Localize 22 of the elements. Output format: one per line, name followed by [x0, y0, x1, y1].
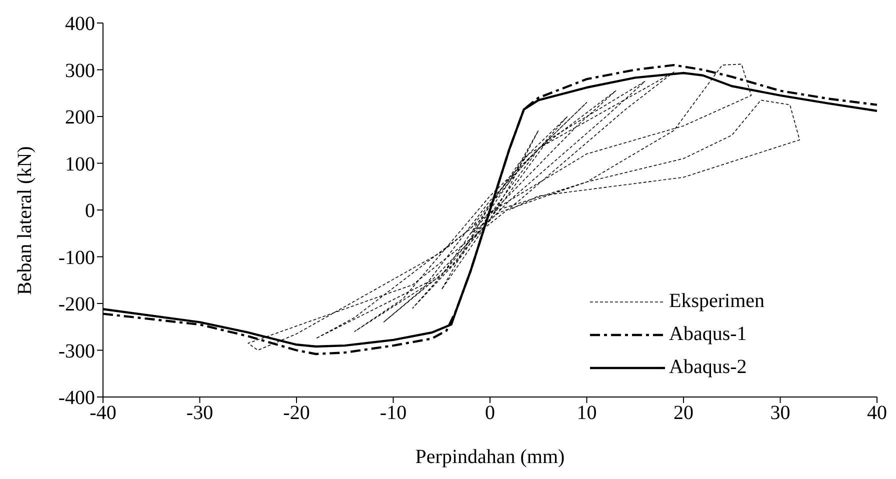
y-tick-label: 100 [65, 153, 95, 176]
y-tick-label: 300 [65, 60, 95, 82]
y-tick-label: 0 [85, 200, 95, 222]
y-tick-label: -300 [58, 340, 95, 362]
x-axis-title: Perpindahan (mm) [415, 446, 565, 468]
x-tick-label: -20 [283, 402, 310, 424]
legend-label: Abaqus-1 [669, 323, 747, 346]
y-tick-label: -100 [58, 246, 95, 269]
x-tick-label: 30 [770, 402, 790, 424]
y-tick-label: -400 [58, 387, 95, 410]
x-tick-label: 10 [576, 402, 597, 424]
y-tick-label: 200 [65, 106, 95, 129]
x-tick-label: 40 [867, 402, 887, 424]
legend-label: Abaqus-2 [669, 356, 747, 379]
y-axis-title: Beban lateral (kN) [14, 146, 36, 295]
legend-label: Eksperimen [669, 290, 765, 313]
y-tick-label: 400 [65, 13, 95, 36]
x-tick-label: 0 [485, 402, 495, 424]
x-tick-label: 20 [674, 402, 694, 424]
x-tick-label: -30 [186, 402, 214, 424]
x-tick-label: -10 [380, 402, 407, 424]
y-tick-label: -200 [58, 294, 95, 316]
